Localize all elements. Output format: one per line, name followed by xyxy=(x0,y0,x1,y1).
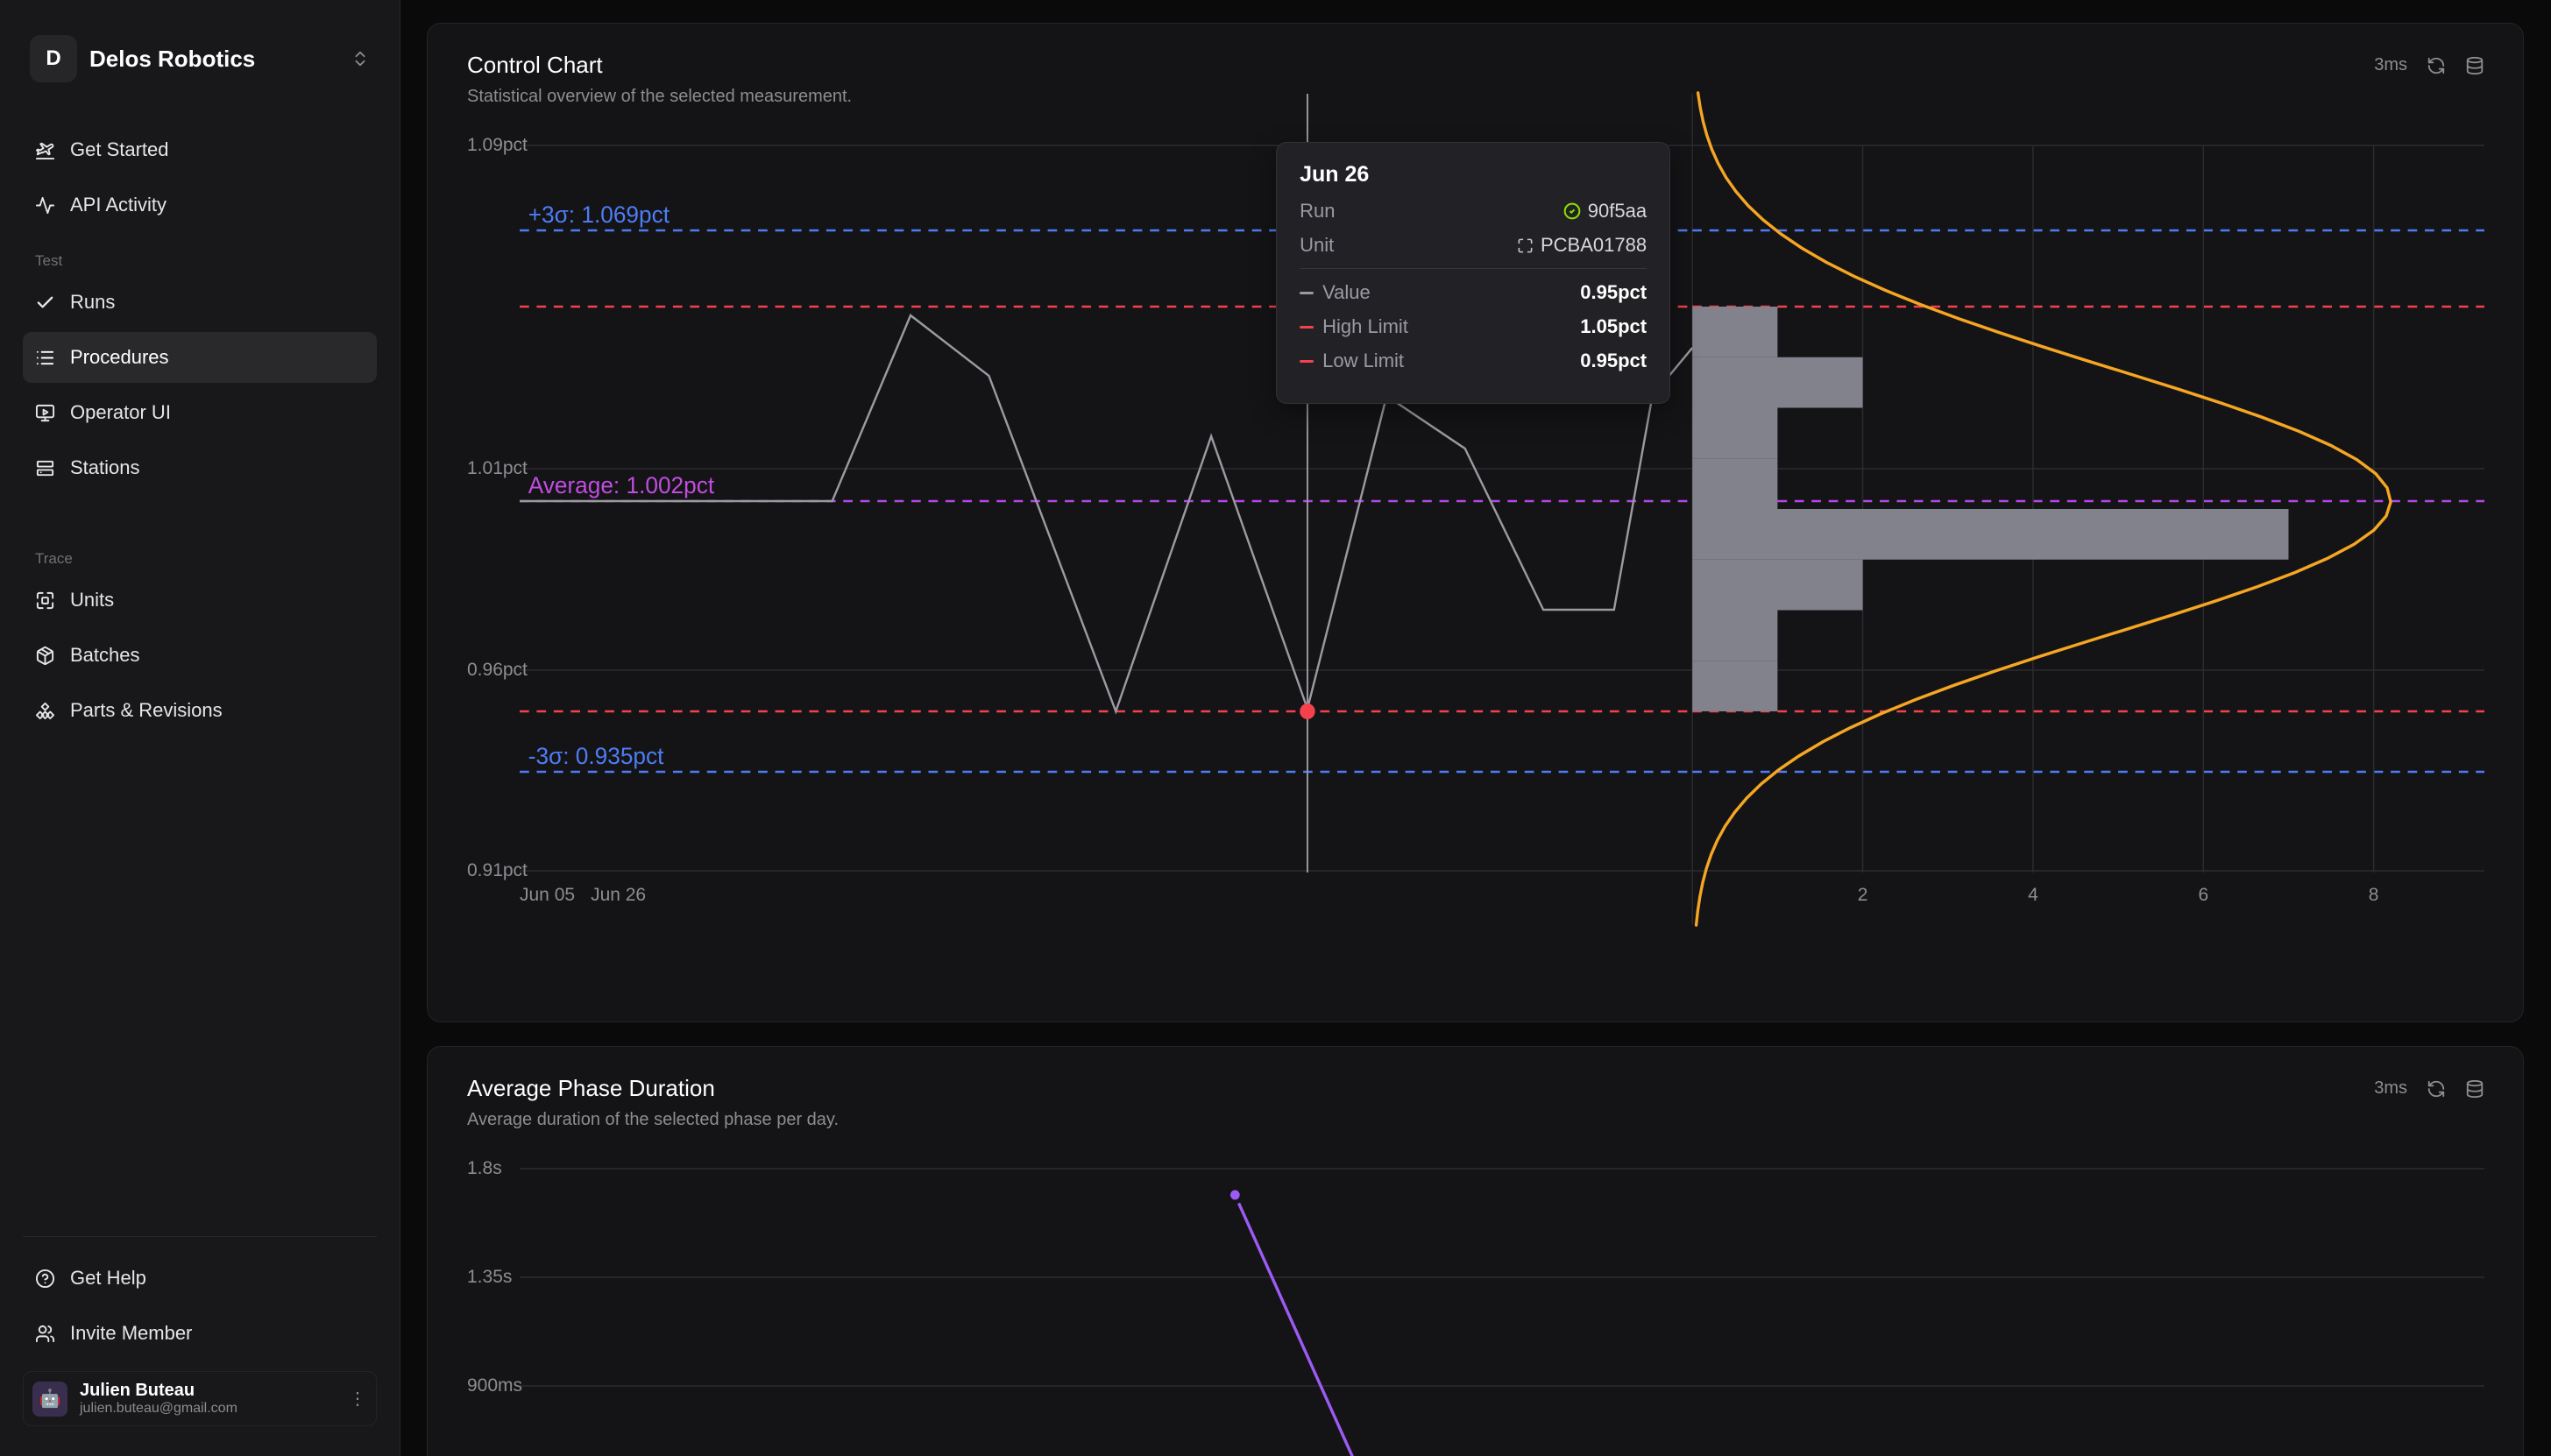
svg-text:+3σ: 1.069pct: +3σ: 1.069pct xyxy=(528,201,670,228)
svg-text:-3σ: 0.935pct: -3σ: 0.935pct xyxy=(528,743,664,769)
svg-text:Average: 1.002pct: Average: 1.002pct xyxy=(528,472,715,498)
